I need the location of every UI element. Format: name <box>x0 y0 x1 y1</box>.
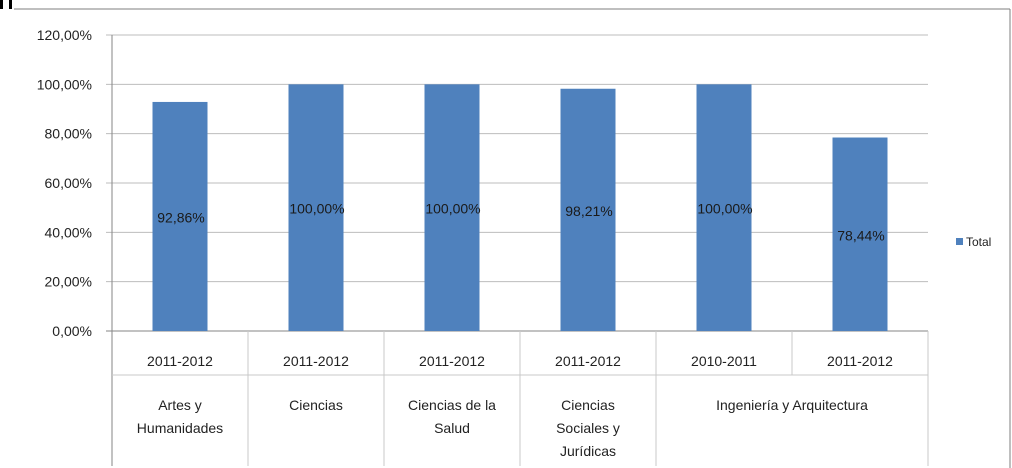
legend-label: Total <box>966 235 991 249</box>
y-tick-label: 100,00% <box>37 76 92 92</box>
data-labels: 92,86% 100,00% 100,00% 98,21% 100,00% 78,44% <box>157 201 884 244</box>
corner-mark-left <box>0 0 3 9</box>
corner-mark-right <box>9 0 12 9</box>
data-label: 100,00% <box>697 201 752 217</box>
data-label: 78,44% <box>837 227 884 243</box>
bar <box>288 84 344 331</box>
x-tick-label-group: Artes y <box>158 397 202 413</box>
bar <box>560 88 616 332</box>
data-label: 100,00% <box>425 201 480 217</box>
y-tick-label: 120,00% <box>37 27 92 43</box>
x-tick-label-group: Jurídicas <box>560 443 616 459</box>
y-tick-label: 60,00% <box>45 175 92 191</box>
data-label: 92,86% <box>157 209 204 225</box>
data-label: 100,00% <box>289 201 344 217</box>
bar <box>696 84 752 331</box>
x-tick-label-group: Sociales y <box>556 420 620 436</box>
y-tick-label: 0,00% <box>52 323 92 339</box>
y-tick-label: 20,00% <box>45 274 92 290</box>
x-tick-label-group: Humanidades <box>137 420 223 436</box>
data-label: 98,21% <box>565 203 612 219</box>
legend[interactable]: Total <box>956 235 991 249</box>
bar <box>424 84 480 331</box>
x-tick-label-year: 2011-2012 <box>555 353 621 369</box>
x-tick-label-year: 2011-2012 <box>283 353 349 369</box>
bar <box>152 101 208 331</box>
x-tick-label-year: 2011-2012 <box>419 353 485 369</box>
x-tick-label-group: Ciencias de la <box>408 397 496 413</box>
x-tick-label-group: Ciencias <box>289 397 343 413</box>
x-axis: 2011-2012 2011-2012 2011-2012 2011-2012 2010… <box>112 331 929 466</box>
y-tick-label: 40,00% <box>45 224 92 240</box>
x-tick-label-group: Salud <box>434 420 470 436</box>
x-tick-label-group: Ciencias <box>561 397 615 413</box>
bars <box>152 84 888 332</box>
x-tick-label-year: 2010-2011 <box>691 353 757 369</box>
y-axis: 0,00% 20,00% 40,00% 60,00% 80,00% 100,00% 120,… <box>37 27 113 466</box>
gridlines <box>106 34 928 332</box>
x-tick-label-year: 2011-2012 <box>147 353 213 369</box>
x-tick-label-year: 2011-2012 <box>827 353 893 369</box>
y-tick-label: 80,00% <box>45 126 92 142</box>
bar <box>832 137 888 331</box>
x-tick-label-group: Ingeniería y Arquitectura <box>716 397 868 413</box>
legend-swatch <box>956 238 963 245</box>
